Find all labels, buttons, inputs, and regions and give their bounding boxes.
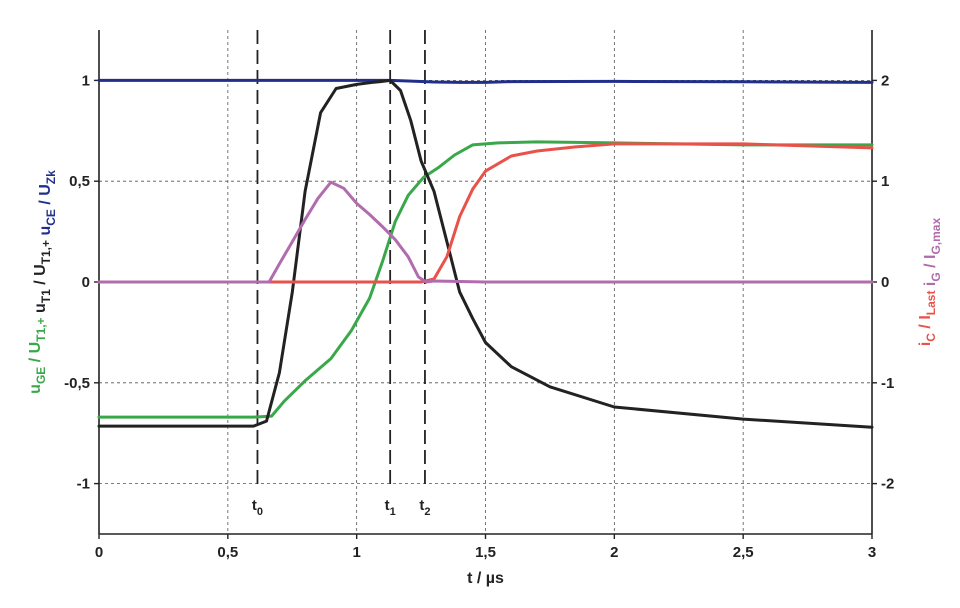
y-left-tick-label-4: -1 — [77, 476, 90, 493]
y-right-tick-label-3: -1 — [881, 375, 894, 392]
x-tick-label-0: 0 — [95, 544, 103, 561]
x-axis-title: t / µs — [467, 570, 504, 587]
x-tick-label-6: 3 — [868, 544, 876, 561]
x-tick-label-4: 2 — [610, 544, 618, 561]
x-tick-label-5: 2,5 — [733, 544, 754, 561]
left-axis-title: uGE / UT1,+ uT1 / UT1,+ uCE / UZk — [27, 170, 58, 394]
axis-titles: t / µs uGE / UT1,+ uT1 / UT1,+ uCE / UZk… — [27, 170, 943, 587]
time-marker-label-0: t0 — [252, 497, 263, 518]
x-tick-label-2: 1 — [352, 544, 360, 561]
y-left-tick-label-3: -0,5 — [64, 375, 90, 392]
y-right-tick-label-1: 1 — [881, 173, 889, 190]
tick-labels: 0 0,5 1 1,5 2 2,5 3 1 0,5 0 -0,5 -1 2 1 0 -1 -2 t0 t1 t2 — [64, 72, 894, 561]
u-ce-line — [97, 78, 874, 84]
time-markers — [256, 30, 426, 488]
y-left-tick-label-0: 1 — [82, 72, 90, 89]
time-marker-label-2: t2 — [419, 497, 430, 518]
x-tick-label-3: 1,5 — [475, 544, 496, 561]
y-right-tick-label-4: -2 — [881, 476, 894, 493]
y-right-tick-label-0: 2 — [881, 72, 889, 89]
y-left-tick-label-1: 0,5 — [69, 173, 90, 190]
i-g-line — [97, 180, 874, 284]
y-left-tick-label-2: 0 — [82, 274, 90, 291]
series-lines — [97, 78, 874, 429]
x-tick-label-1: 0,5 — [217, 544, 238, 561]
u-t1-line — [97, 78, 874, 429]
u-ge-line — [97, 140, 874, 419]
y-right-tick-label-2: 0 — [881, 274, 889, 291]
right-axis-title: iC / ILast iG / IG,max — [917, 218, 943, 347]
time-marker-label-1: t1 — [385, 497, 396, 518]
